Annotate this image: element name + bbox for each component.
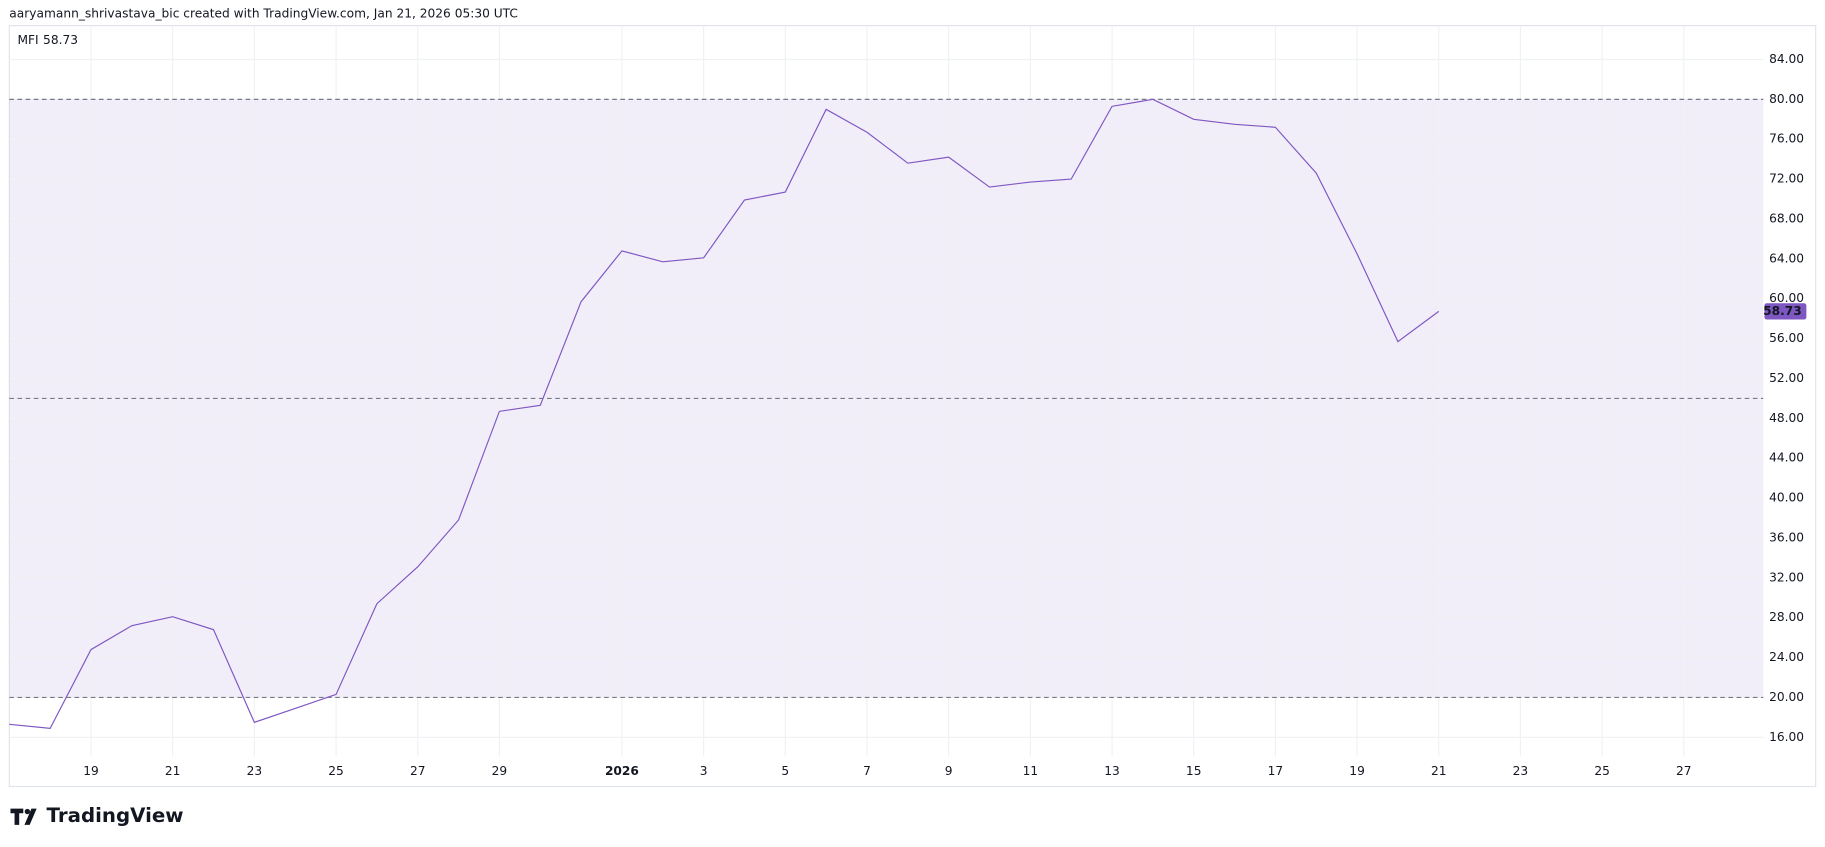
- x-tick-label: 27: [410, 764, 426, 778]
- x-tick-label: 19: [1349, 764, 1365, 778]
- y-tick-label: 40.00: [1769, 491, 1804, 505]
- chart-frame: [8, 25, 1817, 788]
- x-tick-label: 25: [328, 764, 344, 778]
- y-tick-label: 64.00: [1769, 251, 1804, 265]
- y-tick-label: 60.00: [1769, 291, 1804, 305]
- x-tick-label: 29: [492, 764, 508, 778]
- price-tag-label: 58.73: [1763, 304, 1802, 318]
- y-tick-label: 16.00: [1769, 730, 1804, 744]
- price-tag: [1764, 303, 1807, 320]
- x-tick-label: 17: [1268, 764, 1284, 778]
- y-tick-label: 52.00: [1769, 371, 1804, 385]
- y-tick-label: 20.00: [1769, 690, 1804, 704]
- attribution: aaryamann_shrivastava_bic created with T…: [9, 6, 518, 20]
- y-tick-label: 24.00: [1769, 650, 1804, 664]
- x-tick-label: 7: [863, 764, 871, 778]
- y-tick-label: 56.00: [1769, 331, 1804, 345]
- x-tick-label: 3: [700, 764, 708, 778]
- x-tick-label: 13: [1104, 764, 1120, 778]
- x-tick-label: 27: [1676, 764, 1692, 778]
- y-tick-label: 72.00: [1769, 172, 1804, 186]
- legend-name: MFI: [17, 33, 38, 47]
- y-tick-label: 28.00: [1769, 610, 1804, 624]
- mfi-line: [9, 98, 1440, 729]
- x-tick-label: 5: [781, 764, 789, 778]
- x-tick-label: 23: [1513, 764, 1529, 778]
- brand-logo: [10, 808, 37, 825]
- y-tick-label: 68.00: [1769, 211, 1804, 225]
- y-tick-label: 76.00: [1769, 132, 1804, 146]
- y-tick-label: 32.00: [1769, 570, 1804, 584]
- y-tick-label: 44.00: [1769, 451, 1804, 465]
- x-tick-label: 23: [247, 764, 263, 778]
- x-tick-label: 11: [1023, 764, 1039, 778]
- x-tick-label: 21: [165, 764, 181, 778]
- brand: TradingView: [47, 804, 184, 827]
- x-tick-label: 21: [1431, 764, 1447, 778]
- y-tick-label: 84.00: [1769, 52, 1804, 66]
- y-tick-label: 36.00: [1769, 530, 1804, 544]
- y-tick-label: 48.00: [1769, 411, 1804, 425]
- x-tick-label: 25: [1594, 764, 1610, 778]
- x-tick-label: 15: [1186, 764, 1202, 778]
- x-tick-label: 19: [83, 764, 99, 778]
- y-tick-label: 80.00: [1769, 92, 1804, 106]
- legend-value: 58.73: [43, 33, 78, 47]
- x-tick-label: 2026: [605, 764, 639, 778]
- x-tick-label: 9: [945, 764, 953, 778]
